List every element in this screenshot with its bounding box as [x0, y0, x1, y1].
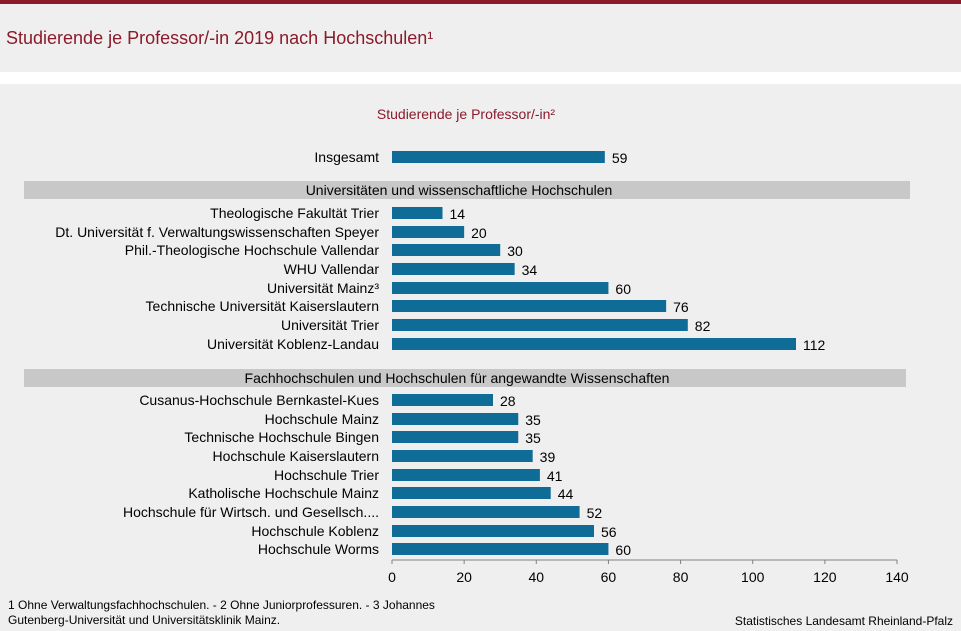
data-label: 44 — [558, 486, 574, 502]
footnote-line-2: Gutenberg-Universität und Universitätskl… — [8, 613, 281, 627]
category-label: Phil.-Theologische Hochschule Vallendar — [125, 242, 380, 258]
category-label: Hochschule für Wirtsch. und Gesellsch...… — [123, 504, 379, 520]
source-label: Statistisches Landesamt Rheinland-Pfalz — [734, 614, 953, 628]
x-tick-label: 0 — [388, 569, 396, 585]
x-tick-label: 80 — [673, 569, 689, 585]
bar — [392, 207, 443, 219]
category-label: Hochschule Trier — [274, 467, 379, 483]
data-label: 82 — [695, 318, 711, 334]
data-label: 35 — [525, 430, 541, 446]
group-band — [24, 369, 906, 387]
chart-area — [0, 84, 961, 631]
x-tick-label: 60 — [601, 569, 617, 585]
page-title: Studierende je Professor/-in 2019 nach H… — [6, 28, 434, 48]
bar — [392, 338, 796, 350]
group-label: Universitäten und wissenschaftliche Hoch… — [306, 182, 613, 198]
bar — [392, 525, 594, 537]
header-separator — [0, 72, 961, 84]
category-label: Theologische Fakultät Trier — [210, 205, 379, 221]
data-label: 14 — [450, 206, 466, 222]
bar — [392, 394, 493, 406]
header: Studierende je Professor/-in 2019 nach H… — [0, 4, 961, 72]
data-label: 56 — [601, 524, 617, 540]
bar — [392, 450, 533, 462]
data-label: 35 — [525, 412, 541, 428]
bar — [392, 226, 465, 238]
category-label: Hochschule Mainz — [265, 411, 379, 427]
data-label: 30 — [507, 243, 523, 259]
bar — [392, 487, 551, 499]
bar — [392, 282, 609, 294]
category-label: Cusanus-Hochschule Bernkastel-Kues — [139, 392, 379, 408]
footnote: 1 Ohne Verwaltungsfachhochschulen. - 2 O… — [8, 598, 508, 628]
data-label: 59 — [612, 150, 628, 166]
x-tick-label: 120 — [813, 569, 837, 585]
x-tick-label: 40 — [528, 569, 544, 585]
bar — [392, 263, 515, 275]
data-label: 52 — [587, 505, 603, 521]
category-label: Universität Trier — [281, 317, 379, 333]
category-label: Dt. Universität f. Verwaltungswissenscha… — [55, 224, 379, 240]
category-label: Technische Universität Kaiserslautern — [146, 298, 379, 314]
group-label: Fachhochschulen und Hochschulen für ange… — [245, 370, 670, 386]
data-label: 39 — [540, 449, 556, 465]
data-label: 76 — [673, 299, 689, 315]
bar — [392, 543, 609, 555]
footnote-line-1: 1 Ohne Verwaltungsfachhochschulen. - 2 O… — [8, 598, 435, 612]
category-label: Technische Hochschule Bingen — [184, 429, 379, 445]
top-accent-bar — [0, 0, 961, 4]
bar — [392, 506, 580, 518]
category-label: WHU Vallendar — [284, 261, 380, 277]
data-label: 112 — [803, 337, 826, 353]
category-label: Katholische Hochschule Mainz — [188, 485, 379, 501]
category-label: Insgesamt — [314, 149, 379, 165]
category-label: Hochschule Worms — [258, 541, 379, 557]
bar — [392, 413, 519, 425]
chart-title: Studierende je Professor/-in² — [377, 106, 556, 122]
data-label: 60 — [615, 281, 631, 297]
bar — [392, 244, 501, 256]
group-band — [24, 181, 910, 199]
category-label: Hochschule Kaiserslautern — [212, 448, 379, 464]
category-label: Hochschule Koblenz — [251, 523, 379, 539]
data-label: 28 — [500, 393, 516, 409]
bar — [392, 300, 667, 312]
bar — [392, 431, 519, 443]
bar — [392, 151, 605, 163]
x-tick-label: 140 — [885, 569, 909, 585]
data-label: 41 — [547, 468, 563, 484]
category-label: Universität Koblenz-Landau — [207, 336, 379, 352]
x-tick-label: 20 — [456, 569, 472, 585]
data-label: 34 — [522, 262, 538, 278]
category-label: Universität Mainz³ — [267, 280, 379, 296]
data-label: 60 — [615, 542, 631, 558]
bar — [392, 319, 688, 331]
x-tick-label: 100 — [741, 569, 765, 585]
bar — [392, 469, 540, 481]
data-label: 20 — [471, 225, 487, 241]
